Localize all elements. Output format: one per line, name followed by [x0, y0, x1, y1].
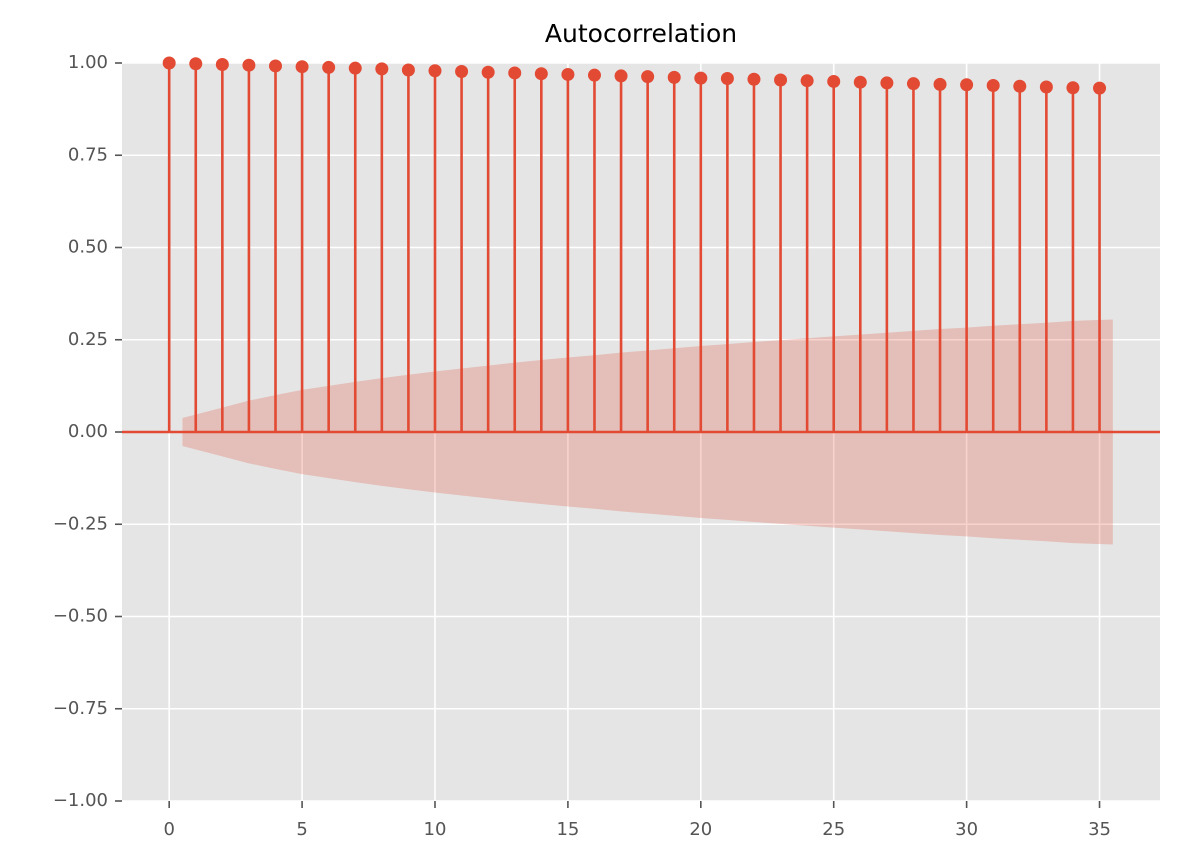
x-tick-label: 5	[296, 819, 307, 840]
stem-marker	[667, 70, 681, 84]
stem-marker	[162, 56, 176, 70]
stem-marker	[747, 72, 761, 86]
y-tick-label: 0.25	[68, 329, 108, 350]
stem-marker	[641, 70, 655, 84]
stem-marker	[481, 65, 495, 79]
y-tick-label: 0.75	[68, 144, 108, 165]
stem-marker	[694, 71, 708, 85]
stem-marker	[1039, 80, 1053, 94]
stem-marker	[933, 77, 947, 91]
stem-marker	[960, 78, 974, 92]
stem-marker	[295, 60, 309, 74]
stem-marker	[853, 75, 867, 89]
stem-marker	[880, 76, 894, 90]
stem-marker	[189, 57, 203, 71]
stem-marker	[269, 59, 283, 73]
y-tick-label: −1.00	[53, 790, 108, 811]
stem-marker	[508, 66, 522, 80]
stem-marker	[1093, 81, 1107, 95]
stem-marker	[561, 67, 575, 81]
x-tick-label: 15	[556, 819, 579, 840]
chart-title: Autocorrelation	[545, 19, 737, 48]
stem-marker	[1066, 81, 1080, 95]
stem-marker	[587, 68, 601, 82]
y-tick-label: −0.50	[53, 606, 108, 627]
x-tick-label: 10	[424, 819, 447, 840]
stem-marker	[720, 71, 734, 85]
stem-marker	[401, 63, 415, 77]
stem-marker	[827, 74, 841, 88]
marks	[122, 56, 1160, 545]
x-tick-label: 25	[822, 819, 845, 840]
stem-marker	[986, 79, 1000, 93]
x-tick-label: 20	[689, 819, 712, 840]
x-tick-label: 35	[1088, 819, 1111, 840]
stem-marker	[800, 74, 814, 88]
stem-marker	[375, 62, 389, 76]
y-tick-label: 0.50	[68, 237, 108, 258]
stem-marker	[906, 77, 920, 91]
x-tick-label: 30	[955, 819, 978, 840]
stem-marker	[322, 60, 336, 74]
stem-marker	[774, 73, 788, 87]
y-tick-label: −0.75	[53, 698, 108, 719]
stem-marker	[348, 61, 362, 75]
stem-marker	[215, 57, 229, 71]
stem-marker	[1013, 79, 1027, 93]
y-tick-label: 0.00	[68, 421, 108, 442]
stem-marker	[614, 69, 628, 83]
y-tick-label: 1.00	[68, 52, 108, 73]
stem-marker	[242, 58, 256, 72]
stem-marker	[534, 67, 548, 81]
x-tick-label: 0	[163, 819, 174, 840]
y-tick-label: −0.25	[53, 513, 108, 534]
stem-marker	[428, 64, 442, 78]
stem-marker	[455, 64, 469, 78]
